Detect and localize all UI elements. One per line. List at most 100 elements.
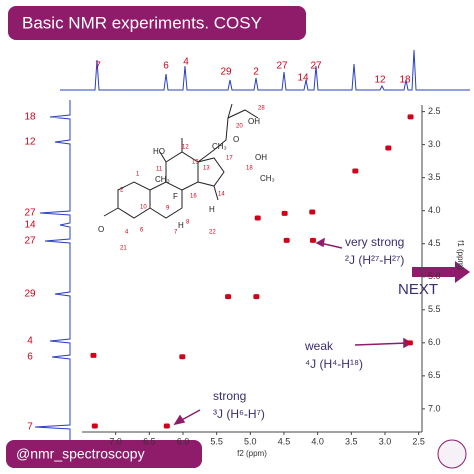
top-peak-label: 27 (310, 61, 322, 72)
y-axis-label: f1 (ppm) (456, 240, 465, 270)
molecule-label: CH₃ (212, 142, 227, 151)
handle-box (6, 440, 202, 468)
cross-peak (253, 294, 260, 300)
molecule-label: 7 (174, 230, 178, 236)
molecule-label: 20 (236, 124, 243, 130)
handle: @nmr_spectroscopy (16, 446, 145, 462)
title: Basic NMR experiments. COSY (22, 13, 262, 32)
cross-peak (254, 215, 261, 221)
molecule-label: 4 (125, 230, 129, 236)
cross-peak (352, 168, 359, 174)
molecule-label: 21 (120, 246, 127, 252)
molecule-label: 22 (209, 230, 216, 236)
y-tick-label: 3.0 (428, 139, 441, 149)
annotation: ³J (H⁶-H⁷) (213, 407, 265, 421)
molecule-label: O (98, 225, 104, 234)
left-peak-label: 29 (24, 289, 36, 300)
cross-peak (179, 354, 186, 360)
cross-peak (406, 340, 413, 346)
molecule (103, 103, 259, 219)
next-arrow[interactable] (412, 261, 470, 283)
top-peak-label: 18 (399, 75, 411, 86)
top-peak-label: 14 (297, 73, 309, 84)
y-tick-label: 5.0 (428, 271, 441, 281)
molecule-label: 12 (182, 145, 189, 151)
molecule-label: 16 (190, 194, 197, 200)
annotation: weak (304, 339, 334, 353)
top-peak-label: 29 (220, 67, 232, 78)
top-spectrum (60, 49, 470, 91)
left-peak-label: 27 (24, 236, 36, 247)
annotation: ⁴J (H⁴-H¹⁸) (305, 357, 363, 371)
y-tick-label: 3.5 (428, 172, 441, 182)
top-peak-label: 2 (253, 67, 259, 78)
molecule-label: 2 (120, 188, 124, 194)
top-peak-label: 6 (163, 61, 169, 72)
molecule-label: 9 (166, 206, 170, 212)
molecule-label: F (173, 192, 178, 201)
molecule-label: 8 (186, 220, 190, 226)
x-tick-label: 3.0 (379, 436, 392, 446)
molecule-label: H (209, 205, 215, 214)
left-peak-label: 4 (27, 336, 33, 347)
logo (437, 439, 467, 469)
annotation: ²J (H²⁷-H²⁷) (345, 253, 404, 267)
molecule-label: 17 (226, 156, 233, 162)
x-tick-label: 2.5 (412, 436, 425, 446)
cross-peak (281, 210, 288, 216)
x-tick-label: 6.0 (177, 436, 190, 446)
top-peak-label: 27 (276, 61, 288, 72)
molecule-label: H (178, 221, 184, 230)
molecule-label: O (233, 135, 239, 144)
molecule-label: 11 (156, 167, 163, 173)
molecule-label: OH (255, 153, 267, 162)
left-peak-label: 12 (24, 137, 36, 148)
x-tick-label: 5.0 (244, 436, 257, 446)
left-peak-label: 18 (24, 112, 36, 123)
molecule-label: CH₃ (260, 174, 275, 183)
left-peak-label: 27 (24, 208, 36, 219)
molecule-label: 28 (258, 106, 265, 112)
cross-peak (90, 352, 97, 358)
molecule-label: 14 (218, 192, 225, 198)
molecule-label: HO (153, 147, 165, 156)
y-tick-label: 6.5 (428, 370, 441, 380)
molecule-label: CH₃ (155, 175, 170, 184)
molecule-label: 10 (140, 205, 147, 211)
cross-peak (163, 423, 170, 429)
molecule-label: 6 (140, 228, 144, 234)
x-axis-label: f2 (ppm) (237, 449, 267, 458)
left-peak-label: 14 (24, 220, 36, 231)
molecule-label: 15 (192, 160, 199, 166)
x-tick-label: 4.0 (311, 436, 324, 446)
y-tick-label: 2.5 (428, 106, 441, 116)
molecule-label: 18 (246, 166, 253, 172)
next-label[interactable]: NEXT (398, 281, 438, 298)
y-tick-label: 4.0 (428, 205, 441, 215)
annotation: very strong (345, 235, 404, 249)
annotation: strong (213, 389, 246, 403)
annotation-arrows (173, 237, 413, 426)
x-tick-label: 7.0 (109, 436, 122, 446)
top-peak-label: 7 (95, 61, 101, 72)
top-peak-label: 4 (183, 57, 189, 68)
y-tick-label: 5.5 (428, 304, 441, 314)
y-tick-label: 7.0 (428, 403, 441, 413)
x-tick-label: 4.5 (278, 436, 291, 446)
cross-peak (91, 423, 98, 429)
y-tick-label: 6.0 (428, 337, 441, 347)
left-spectrum (34, 100, 71, 440)
cross-peak (283, 237, 290, 243)
x-tick-label: 5.5 (210, 436, 223, 446)
cross-peak (385, 145, 392, 151)
cross-peak (309, 209, 316, 215)
cross-peak (309, 237, 316, 243)
molecule-label: 13 (203, 166, 210, 172)
molecule-label: 1 (136, 172, 140, 178)
title-box (8, 6, 306, 40)
cross-peak (407, 114, 414, 120)
x-tick-label: 3.5 (345, 436, 358, 446)
x-tick-label: 6.5 (143, 436, 156, 446)
top-peak-label: 12 (374, 75, 386, 86)
